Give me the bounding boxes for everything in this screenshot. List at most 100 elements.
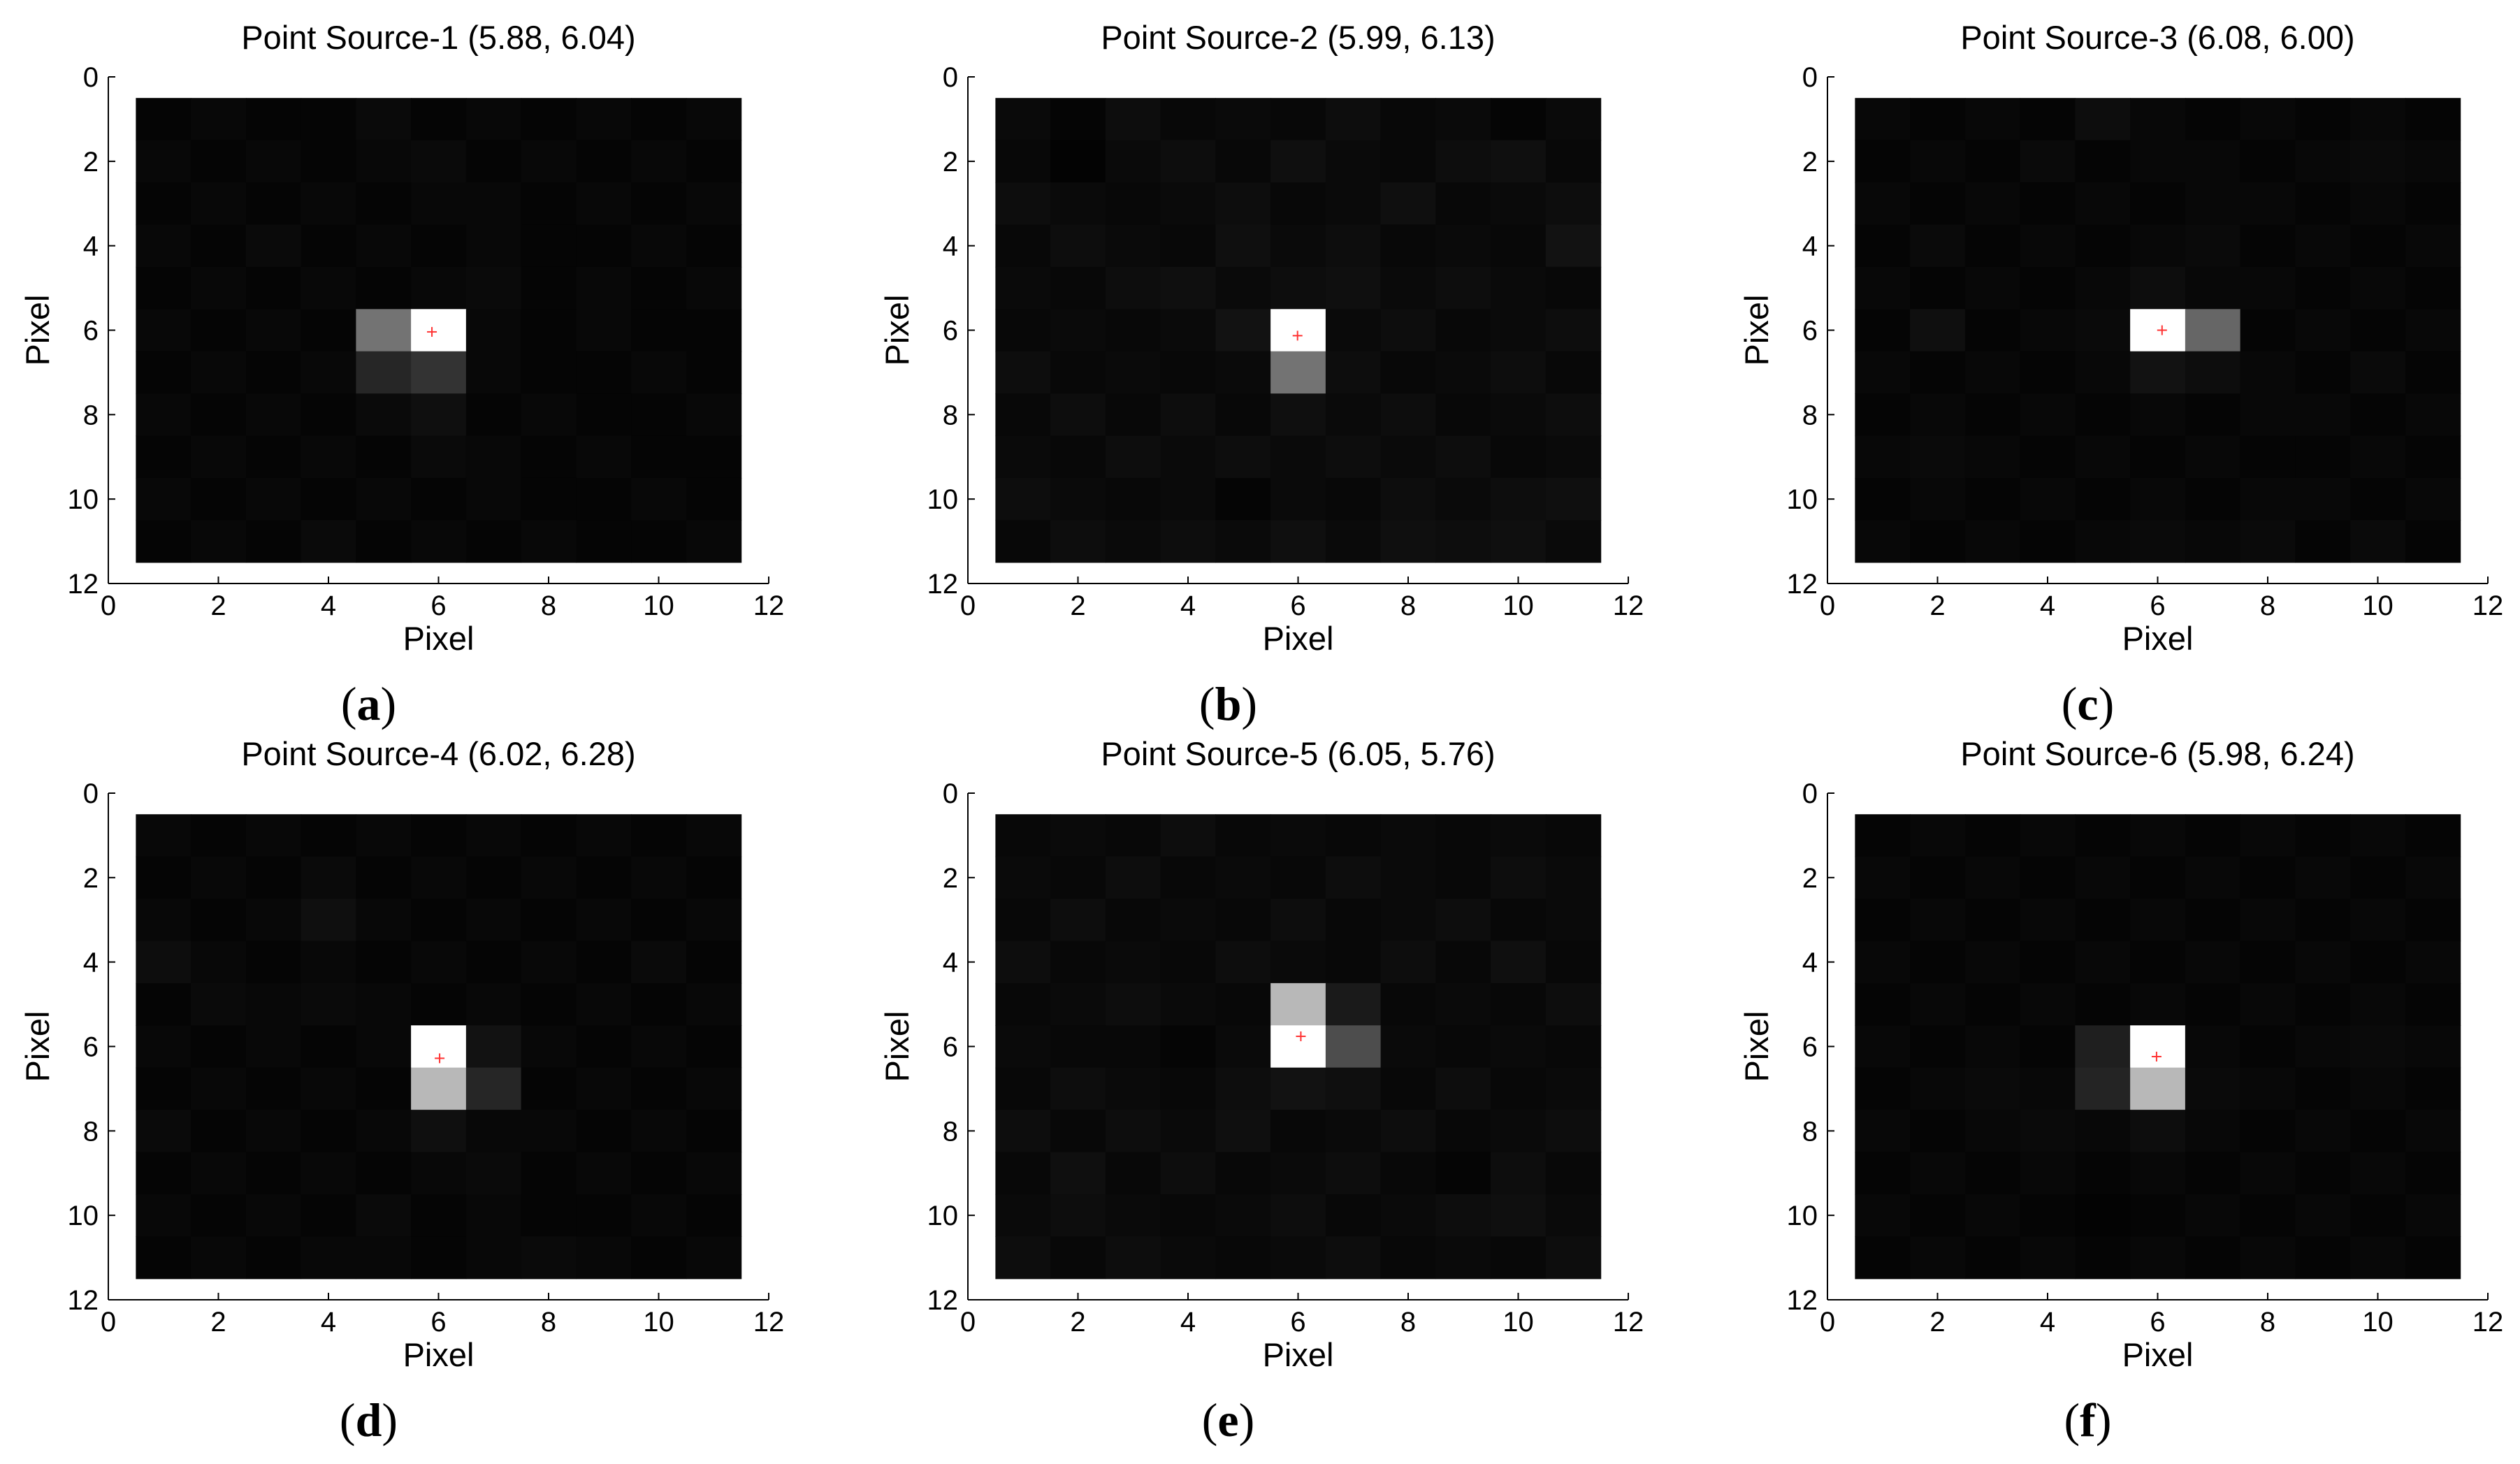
heatmap-cell	[2185, 520, 2241, 563]
heatmap-cell	[1270, 1067, 1326, 1110]
heatmap-cell	[465, 435, 522, 479]
heatmap-cell	[995, 477, 1051, 521]
heatmap-cell	[2130, 983, 2186, 1026]
heatmap-cell	[191, 140, 247, 183]
heatmap-cell	[1105, 435, 1161, 479]
heatmap-cell	[631, 266, 687, 310]
heatmap-cell	[300, 1152, 356, 1195]
heatmap-cell	[1380, 182, 1436, 226]
heatmap-cell	[2130, 1236, 2186, 1280]
heatmap-cell	[631, 983, 687, 1026]
heatmap-cell	[1215, 520, 1271, 563]
heatmap-cell	[465, 1152, 522, 1195]
heatmap-cell	[2130, 351, 2186, 394]
heatmap-cell	[356, 856, 412, 899]
heatmap-cell	[1050, 941, 1106, 984]
heatmap-cell	[1160, 224, 1216, 268]
heatmap-cell	[1215, 1194, 1271, 1237]
heatmap-cell	[2240, 435, 2296, 479]
heatmap-cell	[1380, 1194, 1436, 1237]
heatmap-cell	[2020, 814, 2076, 857]
heatmap-cell	[1160, 309, 1216, 352]
heatmap-cell	[2185, 393, 2241, 437]
heatmap-cell	[1964, 224, 2021, 268]
heatmap-cell	[2075, 140, 2131, 183]
heatmap-cell	[1270, 1194, 1326, 1237]
heatmap-cell	[576, 941, 632, 984]
heatmap-cell	[686, 182, 742, 226]
heatmap-cell	[2020, 899, 2076, 942]
heatmap-cell	[465, 1194, 522, 1237]
heatmap-cell	[1325, 140, 1382, 183]
heatmap-cell	[2020, 983, 2076, 1026]
y-tick-label: 2	[943, 147, 958, 177]
heatmap-cell	[1215, 98, 1271, 141]
heatmap-cell	[631, 1152, 687, 1195]
heatmap-cell	[1491, 1194, 1547, 1237]
heatmap-cell	[1270, 1110, 1326, 1153]
heatmap-cell	[1435, 814, 1491, 857]
heatmap-cell	[2295, 182, 2351, 226]
heatmap-cell	[1910, 1194, 1966, 1237]
heatmap-cell	[2185, 941, 2241, 984]
panel-label: (d)	[340, 1393, 398, 1447]
heatmap-cell	[465, 351, 522, 394]
heatmap-cell	[1491, 1110, 1547, 1153]
heatmap-cell	[411, 1067, 467, 1110]
heatmap-cell	[2130, 856, 2186, 899]
heatmap-cell	[686, 856, 742, 899]
heatmap-cell	[1855, 856, 1911, 899]
heatmap-cell	[1325, 1194, 1382, 1237]
x-tick-label: 8	[541, 590, 556, 621]
heatmap-cell	[411, 435, 467, 479]
heatmap-cell	[356, 1236, 412, 1280]
heatmap-cell	[1160, 435, 1216, 479]
heatmap-cell	[1160, 1025, 1216, 1068]
heatmap-cell	[1855, 224, 1911, 268]
heatmap-cell	[1910, 140, 1966, 183]
heatmap-cell	[2405, 1152, 2461, 1195]
heatmap-cell	[1105, 477, 1161, 521]
heatmap-cell	[1910, 477, 1966, 521]
heatmap-cell	[1545, 856, 1602, 899]
heatmap-cell	[356, 1152, 412, 1195]
heatmap-cell	[245, 856, 302, 899]
y-tick-label: 0	[83, 62, 99, 93]
heatmap-cell	[576, 393, 632, 437]
x-tick-label: 0	[101, 1307, 116, 1338]
x-tick-label: 6	[430, 1307, 446, 1338]
heatmap-cell	[1855, 899, 1911, 942]
heatmap-cell	[2020, 182, 2076, 226]
heatmap-cell	[2130, 941, 2186, 984]
heatmap-cell	[136, 941, 191, 984]
heatmap-cell	[2405, 309, 2461, 352]
heatmap-cell	[1270, 98, 1326, 141]
heatmap-cell	[1215, 435, 1271, 479]
heatmap-cell	[1910, 814, 1966, 857]
heatmap-cell	[411, 983, 467, 1026]
heatmap-cell	[136, 1025, 191, 1068]
heatmap-cell	[521, 520, 577, 563]
heatmap-cell	[521, 814, 577, 857]
heatmap-cell	[136, 856, 191, 899]
heatmap-cell	[2185, 1152, 2241, 1195]
heatmap-cell	[1855, 1110, 1911, 1153]
heatmap-cell	[686, 224, 742, 268]
heatmap-cell	[1270, 1152, 1326, 1195]
heatmap-cell	[300, 309, 356, 352]
heatmap-cell	[245, 1152, 302, 1195]
heatmap-cell	[2350, 856, 2406, 899]
heatmap-cell	[300, 1025, 356, 1068]
x-tick-label: 10	[2362, 1307, 2394, 1338]
heatmap-cell	[2405, 856, 2461, 899]
heatmap-cell	[1910, 1110, 1966, 1153]
heatmap-cell	[2240, 1067, 2296, 1110]
heatmap-cell	[1270, 856, 1326, 899]
heatmap-cell	[2350, 309, 2406, 352]
y-tick-label: 0	[943, 778, 958, 809]
heatmap-cell	[300, 941, 356, 984]
heatmap-cell	[2130, 1025, 2186, 1068]
heatmap-cell	[1050, 98, 1106, 141]
heatmap-cell	[1435, 1152, 1491, 1195]
chart-title: Point Source-3 (6.08, 6.00)	[1960, 19, 2354, 56]
